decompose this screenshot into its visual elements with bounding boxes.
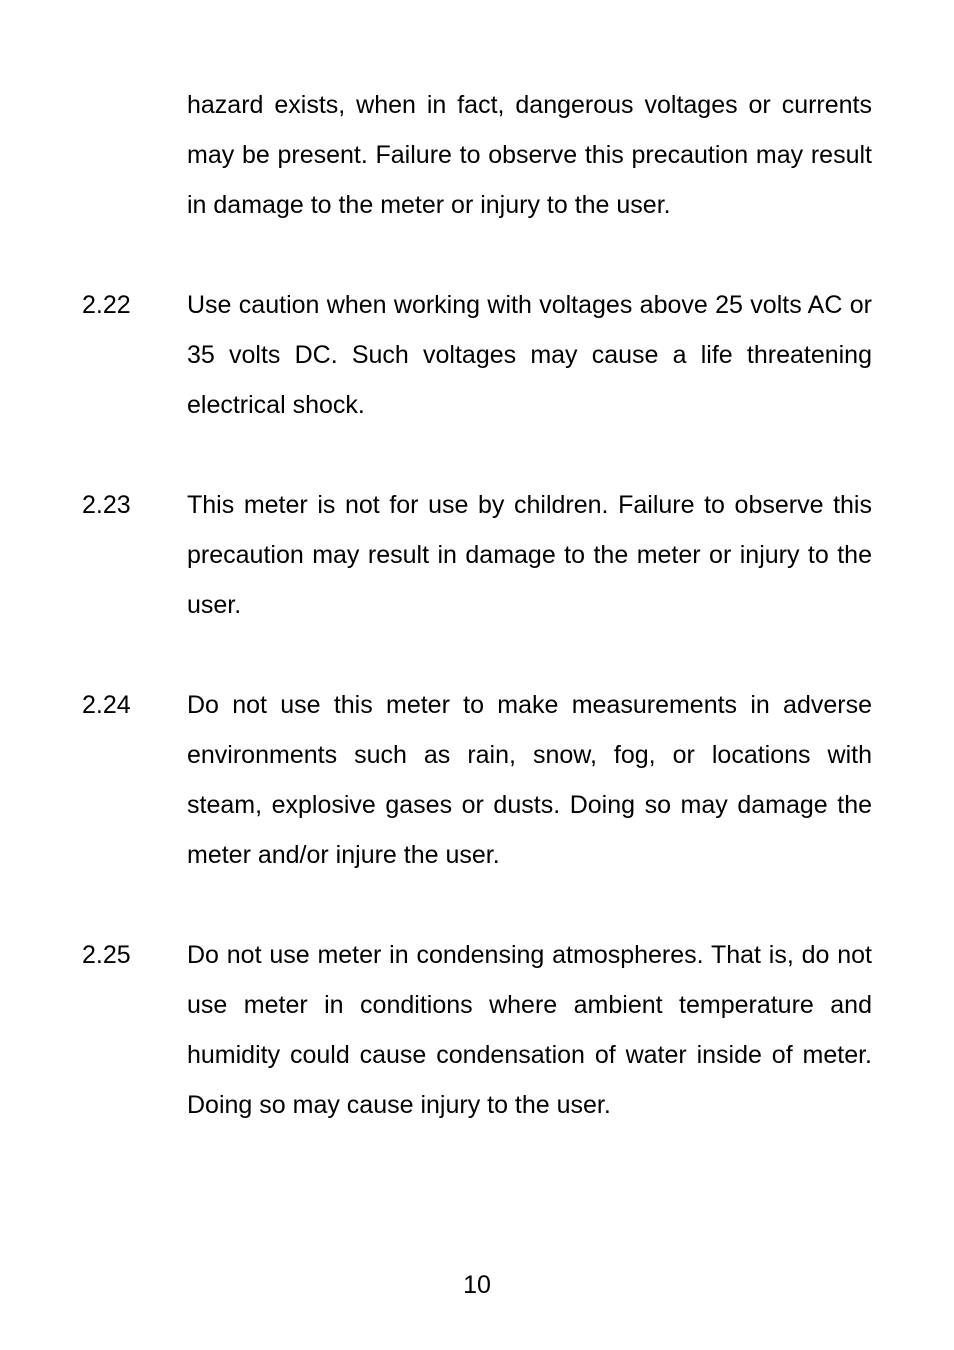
item-number: 2.22 [82, 280, 187, 430]
page-number: 10 [0, 1271, 954, 1300]
item-number: 2.23 [82, 480, 187, 630]
list-item: 2.25 Do not use meter in condensing atmo… [82, 930, 872, 1130]
item-text: Do not use meter in condensing atmospher… [187, 930, 872, 1130]
list-item: 2.23 This meter is not for use by childr… [82, 480, 872, 630]
list-item: 2.24 Do not use this meter to make measu… [82, 680, 872, 880]
item-number: 2.25 [82, 930, 187, 1130]
intro-paragraph: hazard exists, when in fact, dangerous v… [187, 80, 872, 230]
item-number: 2.24 [82, 680, 187, 880]
item-text: Do not use this meter to make measuremen… [187, 680, 872, 880]
list-item: 2.22 Use caution when working with volta… [82, 280, 872, 430]
item-text: Use caution when working with voltages a… [187, 280, 872, 430]
item-text: This meter is not for use by children. F… [187, 480, 872, 630]
